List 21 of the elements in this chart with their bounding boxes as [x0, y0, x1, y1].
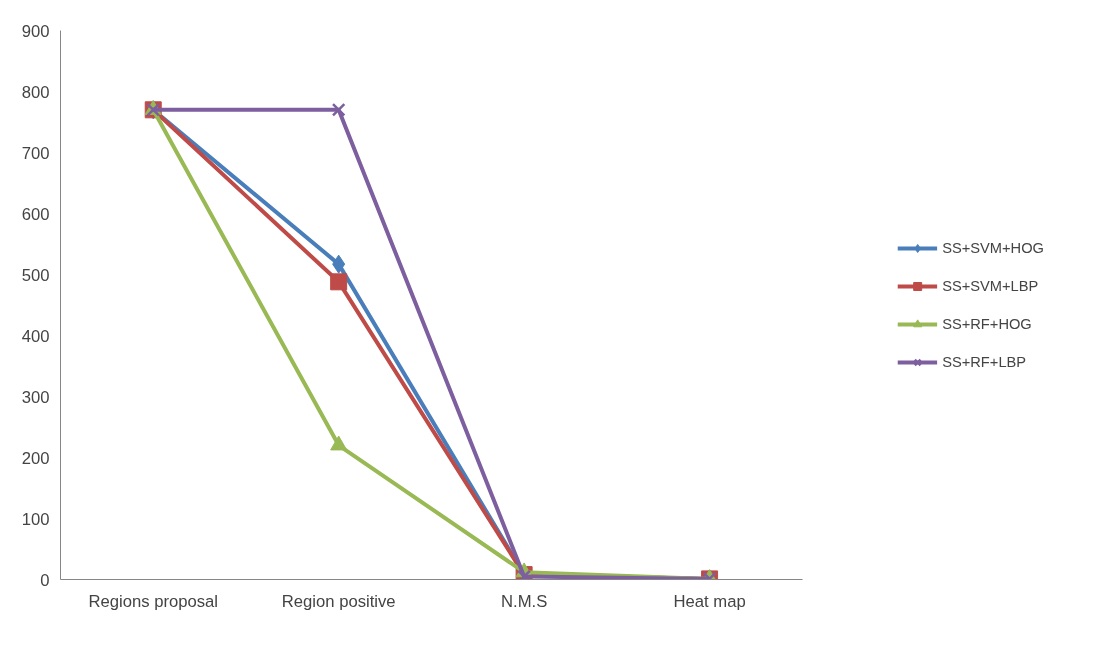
y-tick-label: 900	[21, 21, 50, 41]
y-tick-label: 500	[21, 265, 50, 285]
y-tick-label: 0	[40, 570, 50, 590]
y-tick-label: 700	[21, 143, 50, 163]
point	[330, 435, 348, 451]
point	[331, 102, 346, 117]
x-tick-label: N.M.S	[500, 591, 548, 611]
legend-label: SS+SVM+HOG	[942, 239, 1044, 256]
legend-label: SS+RF+HOG	[942, 315, 1032, 332]
y-tick-label: 200	[21, 448, 50, 468]
y-tick-label: 800	[21, 82, 50, 102]
x-tick-label: Heat map	[673, 591, 746, 611]
y-tick-label: 300	[21, 387, 50, 407]
y-tick-label: 400	[21, 326, 50, 346]
legend-label: SS+RF+LBP	[942, 353, 1027, 370]
y-tick-label: 100	[21, 509, 50, 529]
x-tick-label: Regions proposal	[88, 591, 219, 611]
legend-label: SS+SVM+LBP	[942, 277, 1039, 294]
x-tick-label: Region positive	[281, 591, 396, 611]
y-tick-label: 600	[21, 204, 50, 224]
point	[330, 273, 348, 291]
